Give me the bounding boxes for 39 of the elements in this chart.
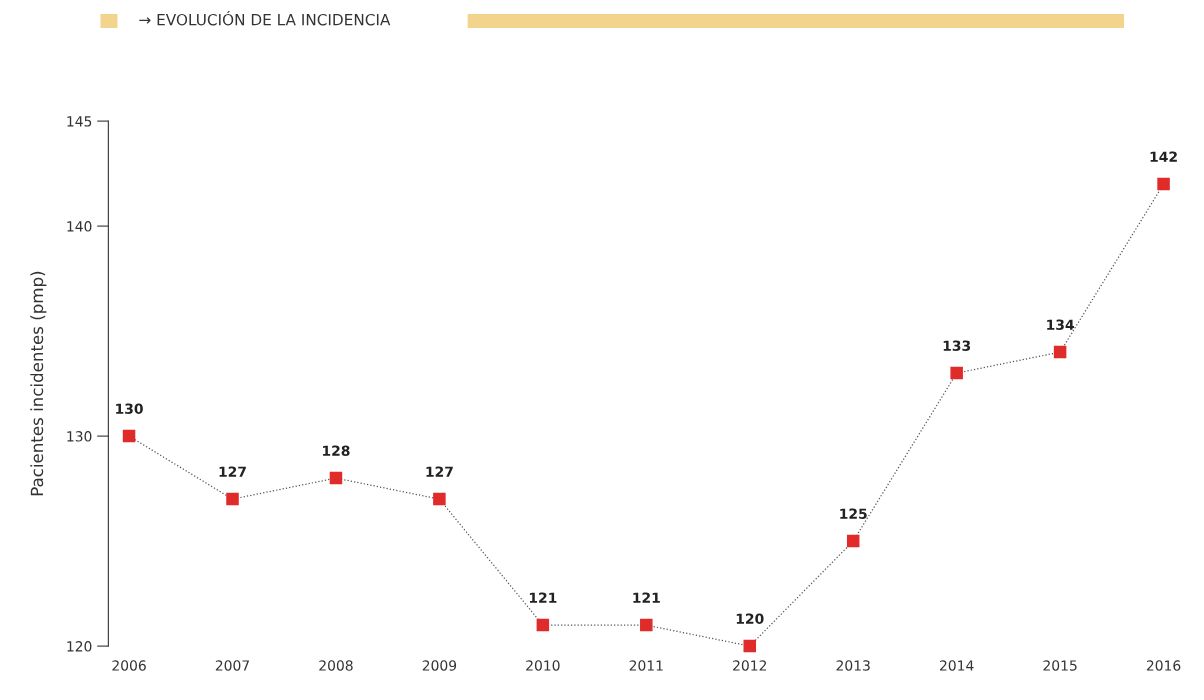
point xyxy=(1053,345,1067,359)
data-label: 133 xyxy=(943,340,971,351)
point xyxy=(640,618,653,632)
point xyxy=(433,492,446,506)
data-label: 128 xyxy=(323,445,350,456)
x-tick-label: 2012 xyxy=(733,660,767,671)
point xyxy=(1157,177,1170,191)
y-tick-label: 130 xyxy=(67,431,92,442)
point xyxy=(743,639,757,653)
x-tick-label: 2009 xyxy=(422,660,457,671)
x-tick-label: 2014 xyxy=(940,660,974,671)
data-label: 125 xyxy=(840,508,867,519)
data-label: 130 xyxy=(116,403,143,414)
x-tick-label: 2011 xyxy=(629,660,663,671)
point xyxy=(226,492,239,506)
x-tick-label: 2007 xyxy=(215,660,249,671)
point xyxy=(536,618,550,632)
data-label: 127 xyxy=(219,466,246,477)
data-label: 127 xyxy=(426,466,453,477)
y-tick-label: 140 xyxy=(67,221,92,232)
data-label: 142 xyxy=(1150,151,1177,162)
x-tick-label: 2013 xyxy=(836,660,870,671)
x-tick-label: 2006 xyxy=(112,660,146,671)
x-tick-label: 2015 xyxy=(1043,660,1077,671)
point xyxy=(950,366,963,380)
x-tick-label: 2010 xyxy=(526,660,560,671)
data-label: 121 xyxy=(633,592,660,603)
data-label: 134 xyxy=(1047,319,1074,330)
data-label: 120 xyxy=(736,613,764,624)
point xyxy=(846,534,860,548)
point xyxy=(329,471,343,485)
y-tick-label: 120 xyxy=(67,641,92,652)
data-label: 121 xyxy=(529,592,557,603)
chart-title: → EVOLUCIÓN DE LA INCIDENCIA xyxy=(139,11,391,26)
x-tick-label: 2016 xyxy=(1146,660,1181,671)
y-tick-label: 145 xyxy=(67,116,92,127)
point xyxy=(122,429,136,443)
x-tick-label: 2008 xyxy=(319,660,353,671)
y-axis-title: Pacientes incidentes (pmp) xyxy=(30,271,47,496)
